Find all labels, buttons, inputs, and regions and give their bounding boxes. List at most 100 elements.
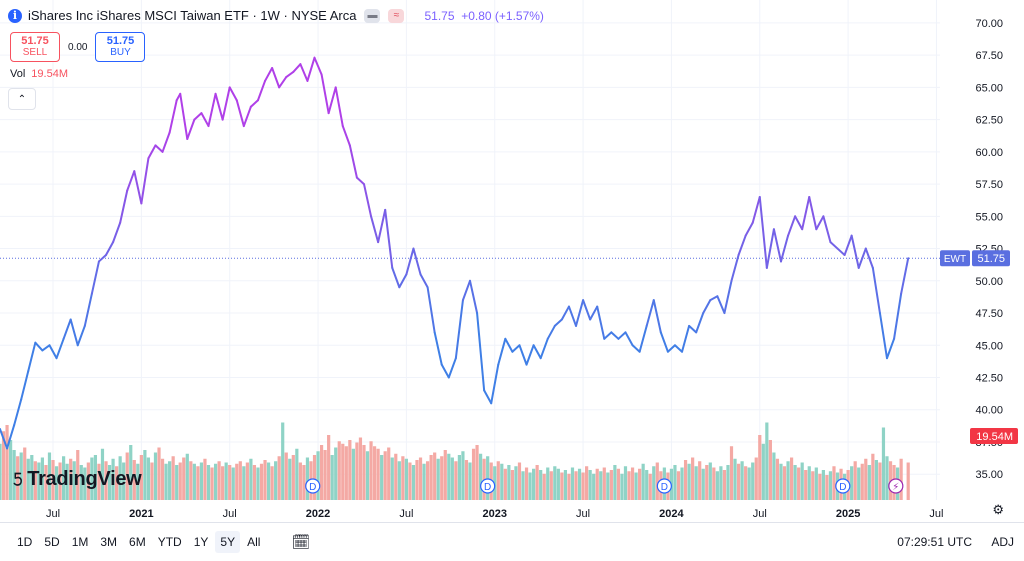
volume-bar bbox=[164, 463, 168, 500]
adj-toggle[interactable]: ADJ bbox=[991, 535, 1014, 549]
price-segment bbox=[398, 273, 408, 289]
x-tick-label: Jul bbox=[929, 508, 943, 520]
price-segment bbox=[850, 234, 860, 269]
price-segment bbox=[794, 215, 804, 231]
spread-value: 0.00 bbox=[68, 41, 88, 53]
volume-bar bbox=[30, 455, 34, 500]
info-icon[interactable]: i bbox=[8, 8, 22, 23]
utc-clock[interactable]: 07:29:51 UTC bbox=[897, 535, 972, 549]
dividend-label: D bbox=[309, 482, 316, 493]
volume-bar bbox=[62, 456, 66, 500]
volume-bar bbox=[556, 468, 560, 500]
x-tick-label: Jul bbox=[576, 508, 590, 520]
volume-bar bbox=[54, 466, 59, 500]
symbol-title[interactable]: iShares Inc iShares MSCI Taiwan ETF · 1W… bbox=[28, 8, 357, 23]
volume-bar bbox=[638, 468, 642, 500]
volume-bar bbox=[44, 465, 48, 500]
volume-bar bbox=[83, 467, 87, 500]
price-segment bbox=[186, 118, 196, 140]
price-segment bbox=[334, 86, 344, 128]
volume-bar bbox=[595, 468, 599, 500]
minus-icon[interactable]: ▬ bbox=[364, 8, 381, 23]
price-segment bbox=[518, 344, 528, 366]
dividend-marker bbox=[835, 478, 851, 494]
buy-price: 51.75 bbox=[106, 35, 135, 47]
volume-bar bbox=[828, 471, 833, 500]
volume-bar bbox=[341, 443, 345, 500]
volume-bar bbox=[885, 456, 889, 500]
volume-bar bbox=[217, 461, 221, 500]
trade-panel: 51.75 SELL 0.00 51.75 BUY bbox=[10, 32, 146, 62]
volume-bar bbox=[655, 462, 659, 500]
volume-legend[interactable]: Vol 19.54M bbox=[10, 68, 68, 80]
price-segment bbox=[105, 241, 115, 256]
range-button-1d[interactable]: 1D bbox=[17, 535, 33, 549]
y-tick-label: 62.50 bbox=[975, 115, 1003, 127]
volume-bar bbox=[553, 466, 557, 500]
wave-icon[interactable]: ≈ bbox=[388, 8, 405, 23]
price-segment bbox=[48, 344, 58, 360]
volume-bar bbox=[814, 467, 818, 500]
price-segment bbox=[256, 79, 267, 102]
settings-gear-icon[interactable]: ⚙ bbox=[992, 502, 1004, 517]
range-button-1y[interactable]: 1Y bbox=[193, 535, 209, 549]
volume-bar bbox=[277, 456, 281, 500]
buy-button[interactable]: 51.75 BUY bbox=[95, 32, 146, 62]
y-tick-label: 40.00 bbox=[975, 405, 1003, 417]
volume-bar bbox=[415, 460, 419, 500]
price-segment bbox=[652, 299, 662, 334]
price-segment bbox=[603, 331, 613, 340]
tradingview-logo[interactable]: 𝟻 TradingView bbox=[12, 468, 142, 491]
price-segment bbox=[147, 144, 157, 160]
volume-bar bbox=[323, 450, 327, 500]
sell-button[interactable]: 51.75 SELL bbox=[10, 32, 60, 62]
volume-bar bbox=[705, 465, 709, 500]
price-segment bbox=[469, 279, 479, 315]
volume-bar bbox=[0, 443, 2, 500]
price-segment bbox=[20, 370, 30, 401]
dividend-label: D bbox=[839, 482, 846, 493]
price-segment bbox=[673, 344, 684, 353]
price-axis: 70.0067.5065.0062.5060.0057.5055.0052.50… bbox=[975, 18, 1003, 481]
x-tick-label: 2022 bbox=[306, 508, 330, 520]
volume-bar bbox=[821, 470, 825, 500]
volume-bar bbox=[581, 472, 585, 500]
volume-bar bbox=[97, 463, 101, 500]
volume-bar bbox=[860, 463, 864, 500]
range-button-ytd[interactable]: YTD bbox=[157, 535, 182, 549]
volume-bar bbox=[256, 467, 260, 500]
volume-bar bbox=[93, 455, 98, 500]
price-segment bbox=[126, 170, 136, 192]
price-segment bbox=[249, 99, 259, 108]
volume-bar bbox=[397, 461, 401, 500]
price-segment bbox=[885, 337, 896, 360]
volume-bar bbox=[800, 462, 804, 500]
dividend-label: D bbox=[661, 482, 668, 493]
go-to-date-icon[interactable]: 🗓 bbox=[291, 534, 311, 551]
price-segment bbox=[843, 234, 853, 256]
range-button-6m[interactable]: 6M bbox=[129, 535, 146, 549]
volume-bar bbox=[793, 465, 797, 500]
range-button-3m[interactable]: 3M bbox=[100, 535, 118, 549]
volume-bar bbox=[160, 458, 165, 500]
collapse-legend-button[interactable]: ⌃ bbox=[8, 88, 36, 110]
price-segment bbox=[384, 208, 394, 269]
volume-bar bbox=[857, 467, 861, 500]
volume-bar bbox=[878, 462, 882, 500]
price-segment bbox=[787, 215, 797, 237]
volume-bar bbox=[316, 451, 320, 500]
volume-bar bbox=[228, 465, 232, 500]
range-button-5d[interactable]: 5D bbox=[44, 535, 60, 549]
volume-bar bbox=[185, 453, 189, 500]
volume-bar bbox=[334, 447, 338, 500]
range-button-5y[interactable]: 5Y bbox=[215, 531, 241, 553]
volume-bar bbox=[146, 457, 151, 500]
range-button-1m[interactable]: 1M bbox=[71, 535, 89, 549]
range-button-all[interactable]: All bbox=[247, 535, 261, 549]
ticker-tag: EWT bbox=[944, 254, 966, 265]
volume-bar bbox=[263, 460, 267, 500]
volume-bar bbox=[404, 458, 408, 500]
volume-bar bbox=[454, 461, 458, 500]
volume-bar bbox=[616, 468, 621, 500]
